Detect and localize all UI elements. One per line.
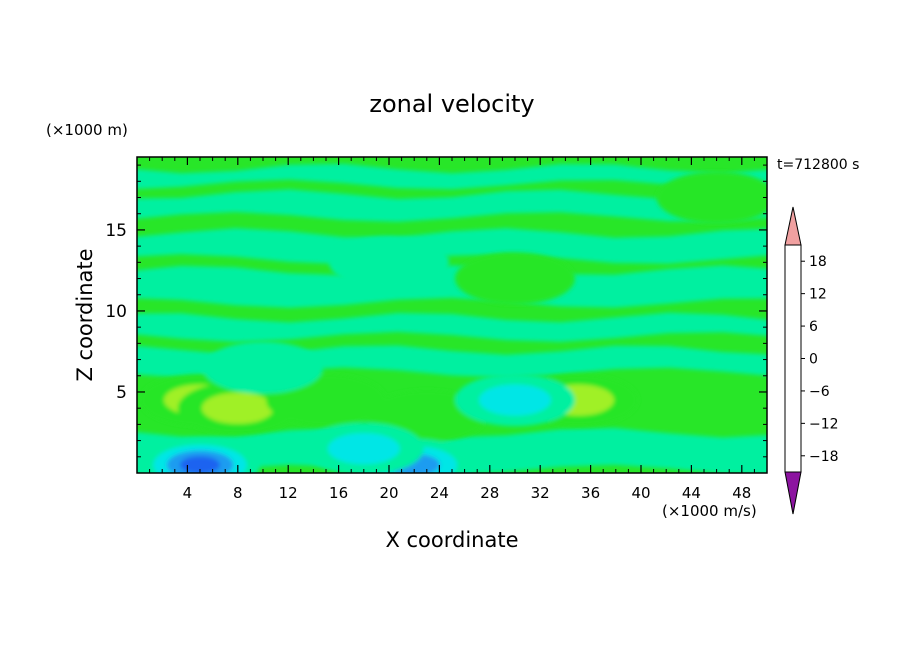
colorbar-tick-label: −6 [809,384,830,400]
colorbar-tick-label: 6 [809,319,818,335]
x-tick-label: 12 [279,484,298,502]
contour-blob [327,433,400,465]
x-unit-label: (×1000 m/s) [662,502,757,520]
contour-field [137,157,767,473]
x-tick-label: 20 [379,484,398,502]
x-tick-label: 48 [732,484,751,502]
x-tick-label: 40 [631,484,650,502]
x-tick-label: 44 [682,484,701,502]
x-tick-label: 16 [329,484,348,502]
colorbar-tick-label: −12 [809,416,839,432]
colorbar-under-arrow [784,471,802,515]
colorbar-tick-label: 18 [809,254,827,270]
x-tick-label: 36 [581,484,600,502]
x-tick-label: 28 [480,484,499,502]
y-tick-label: 10 [105,302,127,322]
x-axis: 4 8 12 16 20 24 28 32 36 40 44 48 [149,157,755,502]
chart-title: zonal velocity [369,90,534,118]
x-tick-label: 8 [233,484,243,502]
y-axis-label: Z coordinate [73,248,97,381]
y-axis: 5 10 15 [105,164,767,458]
y-tick-label: 15 [105,221,127,241]
colorbar: 18 12 6 0 −6 −12 −18 [784,206,839,515]
contour-blob [329,236,449,289]
contour-blob [180,456,220,473]
x-axis-label: X coordinate [385,528,518,552]
contour-band [137,312,767,342]
y-tick-label: 5 [116,383,127,403]
colorbar-tick-label: −18 [809,449,839,465]
contour-band [137,265,767,308]
time-label: t=712800 s [777,157,859,173]
x-tick-label: 4 [183,484,193,502]
x-tick-label: 32 [531,484,550,502]
contour-blob [479,384,551,416]
colorbar-tick-label: 0 [809,352,818,368]
colorbar-tick-label: 12 [809,287,827,303]
contour-band [137,228,767,265]
y-unit-label: (×1000 m) [46,121,128,139]
contour-blob [203,341,323,394]
colorbar-frame [784,244,802,473]
contour-blob [656,171,767,224]
contour-band [137,189,767,222]
colorbar-over-arrow [784,206,802,246]
contour-blob [455,252,575,305]
contour-band [137,163,767,190]
x-tick-label: 24 [430,484,449,502]
contour-blob [201,392,274,424]
